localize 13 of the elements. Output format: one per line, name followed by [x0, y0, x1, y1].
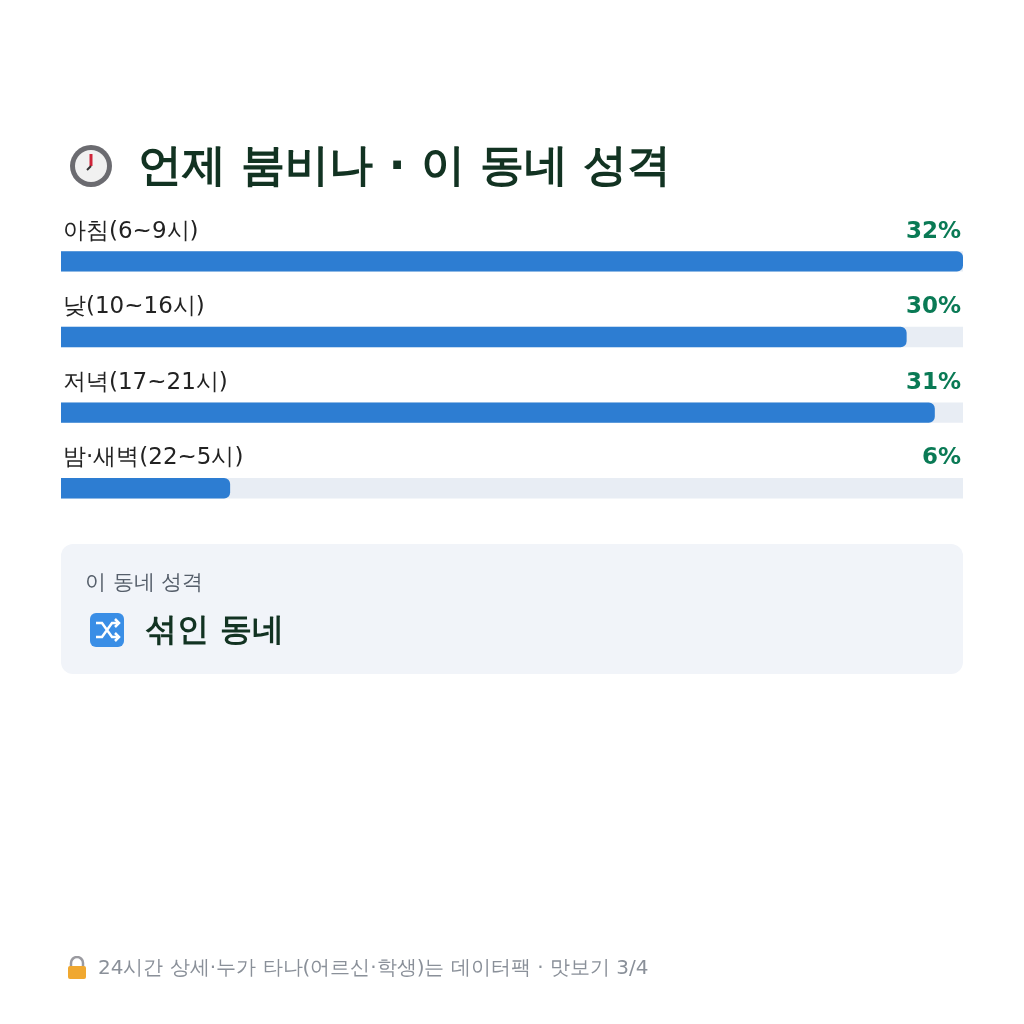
- y-tick-label: 저녁(17~21시): [63, 368, 228, 394]
- bar: [61, 477, 231, 499]
- data-label: 6%: [922, 443, 962, 469]
- data-label: 32%: [906, 217, 962, 243]
- text: 이 동네 성격: [85, 569, 204, 596]
- text: 섞인 동네: [145, 609, 285, 650]
- y-tick-label: 밤·새벽(22~5시): [63, 443, 244, 469]
- data-label: 31%: [906, 368, 962, 394]
- chart-title: 언제 붐비나 · 이 동네 성격: [138, 138, 672, 192]
- data-label: 30%: [906, 292, 962, 318]
- y-tick-label: 낮(10~16시): [63, 292, 205, 318]
- text: 24시간 상세·누가 타나(어르신·학생)는 데이터팩 · 맛보기 3/4: [98, 954, 649, 981]
- y-tick-label: 아침(6~9시): [63, 217, 199, 243]
